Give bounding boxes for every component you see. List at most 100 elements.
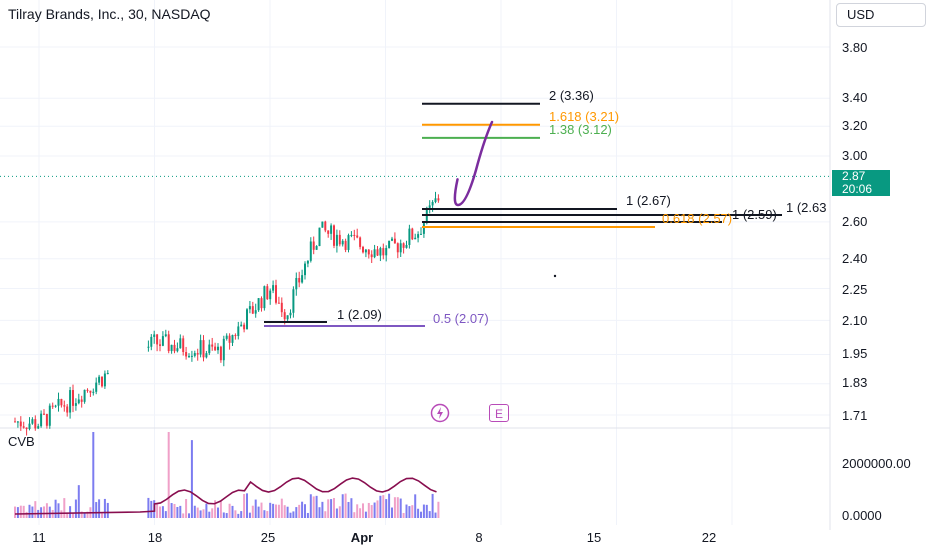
volume-bar [19,505,22,518]
volume-bar [43,506,45,518]
candle-body [280,302,283,313]
candle-body [405,244,408,248]
projection-path [453,120,494,207]
candle-body [298,277,301,283]
candle-body [205,353,208,358]
volume-bar [304,504,306,518]
candle-body [74,403,77,406]
candle-body [211,344,214,347]
candle-body [295,277,298,290]
candle-body [54,405,57,407]
volume-bar [225,513,228,518]
grid-lines [0,0,830,525]
volume-bar [359,508,362,518]
volume-bar [321,501,324,518]
candle-body [414,237,417,240]
volume-bar [335,508,338,518]
volume-bar [315,495,318,518]
candle-body [101,376,103,387]
candle-body [246,309,248,330]
candle-body [182,338,185,353]
volume-bar [431,493,434,518]
candle-body [422,223,425,234]
volume-bar [379,495,382,518]
volume-bar [248,512,251,518]
volume-bar [28,504,31,518]
volume-bar [95,502,98,518]
volume-bar [289,512,292,518]
candle-body [57,398,60,406]
candle-body [251,306,254,314]
stray-dot [553,274,557,278]
y-tick: 2.60 [842,214,868,229]
candle-body [428,205,431,208]
candle-body [408,228,411,245]
volume-bar [385,499,388,518]
candle-body [173,344,176,352]
earnings-badge[interactable]: E [489,404,509,422]
volume-bar [272,503,275,518]
candle-body [22,426,25,428]
dividend-lightning-icon[interactable] [430,403,450,423]
fib-label-138: 1.38 (3.12) [549,122,612,137]
y-tick: 3.00 [842,148,868,163]
y-tick: 3.40 [842,90,868,105]
candle-body [283,312,286,320]
candle-body [86,389,89,391]
volume-bar [367,502,370,518]
volume-bar [45,503,48,518]
symbol-title[interactable]: Tilray Brands, Inc., 30, NASDAQ [8,6,211,22]
candle-body [176,348,179,352]
volume-bar [402,512,405,518]
candle-body [431,201,434,206]
candle-body [240,324,243,327]
volume-bar [344,493,347,518]
candle-body [199,340,202,355]
volume-bar [362,503,364,518]
candle-body [202,340,205,358]
x-tick: 8 [475,530,483,545]
fib-label-1618: 1.618 (3.21) [549,109,620,124]
x-tick: 15 [586,530,602,545]
candle-body [260,298,263,309]
currency-selector[interactable]: USD [836,3,926,27]
volume-bar [420,511,422,518]
volume-bar [422,504,425,518]
volume-bar [164,511,167,518]
volume-bar [34,501,37,518]
candle-body [28,423,31,430]
volume-bars [14,432,440,518]
volume-bar [437,501,440,518]
volume-bar [199,510,202,518]
volume-indicator-label[interactable]: CVB [8,434,35,449]
volume-bar [147,497,150,518]
volume-bar [101,513,103,518]
volume-bar [240,511,243,518]
candle-body [356,235,359,238]
volume-bar [185,499,188,518]
volume-bar [306,512,309,518]
volume-bar [179,505,182,518]
volume-bar [312,496,315,518]
y-tick: 2.25 [842,282,868,297]
volume-bar [211,508,214,518]
volume-bar [234,510,237,518]
candle-body [318,227,321,247]
candle-body [254,310,257,314]
candle-body [219,346,222,361]
volume-bar [350,498,353,518]
volume-bar [295,507,298,518]
volume-bar [106,502,109,518]
volume-bar [48,506,51,518]
candle-body [269,290,272,300]
candle-body [95,382,98,392]
candle-body [159,344,161,346]
candle-body [420,233,422,235]
candle-body [179,338,182,349]
volume-bar [69,506,72,518]
fib-label-2: 2 (3.36) [549,88,594,103]
volume-bar [411,505,414,518]
candle-body [208,344,211,354]
volume-bar [428,511,431,518]
candle-body [60,398,63,406]
